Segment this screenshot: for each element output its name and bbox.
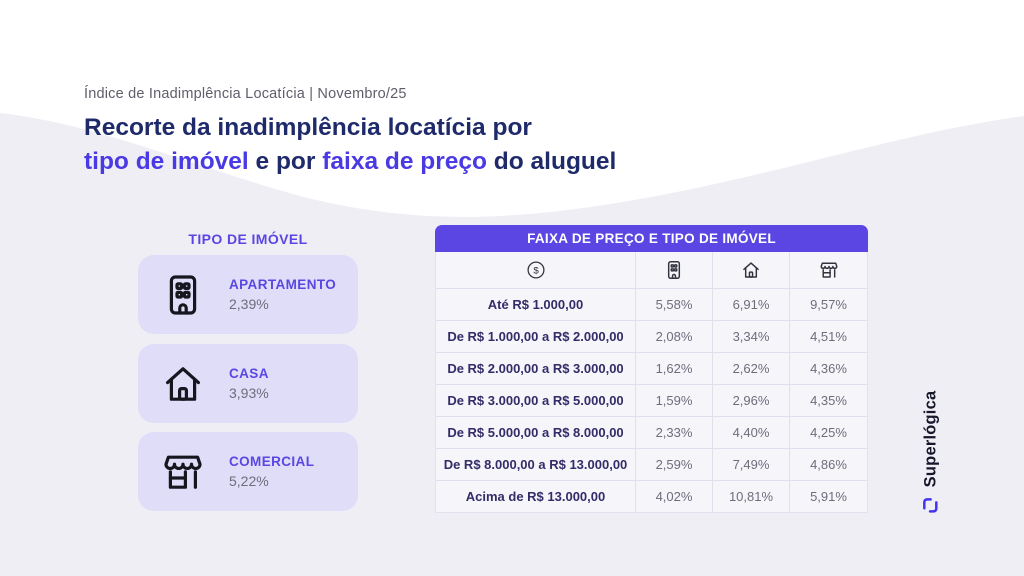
property-card-value: 3,93% bbox=[229, 385, 269, 401]
table-row: De R$ 1.000,00 a R$ 2.000,00 2,08% 3,34%… bbox=[436, 320, 867, 352]
rate-cell-casa: 6,91% bbox=[713, 289, 790, 320]
price-table-title: FAIXA DE PREÇO E TIPO DE IMÓVEL bbox=[435, 225, 868, 252]
property-card-label: COMERCIAL bbox=[229, 454, 315, 469]
property-card-label: CASA bbox=[229, 366, 269, 381]
table-icon-row bbox=[436, 252, 867, 288]
rate-cell-comercial: 4,51% bbox=[810, 329, 847, 344]
table-row: De R$ 8.000,00 a R$ 13.000,00 2,59% 7,49… bbox=[436, 448, 867, 480]
title-seg-faixa-preco: faixa de preço bbox=[322, 148, 487, 175]
property-card-apartamento: APARTAMENTO 2,39% bbox=[138, 255, 358, 334]
table-row: De R$ 5.000,00 a R$ 8.000,00 2,33% 4,40%… bbox=[436, 416, 867, 448]
rate-cell-apartamento: 2,08% bbox=[636, 321, 713, 352]
rate-cell-comercial: 4,86% bbox=[810, 457, 847, 472]
brand-logo: Superlógica bbox=[858, 383, 1003, 523]
property-card-casa: CASA 3,93% bbox=[138, 344, 358, 423]
price-range-cell: De R$ 2.000,00 a R$ 3.000,00 bbox=[436, 353, 636, 384]
rate-cell-apartamento: 5,58% bbox=[636, 289, 713, 320]
table-row: De R$ 2.000,00 a R$ 3.000,00 1,62% 2,62%… bbox=[436, 352, 867, 384]
report-header: Índice de Inadimplência Locatícia | Nove… bbox=[84, 86, 616, 179]
title-seg-do-aluguel: do aluguel bbox=[487, 148, 617, 175]
rate-cell-casa: 7,49% bbox=[713, 449, 790, 480]
rate-cell-comercial: 4,25% bbox=[810, 425, 847, 440]
building-icon bbox=[636, 252, 713, 288]
price-range-cell: De R$ 5.000,00 a R$ 8.000,00 bbox=[436, 417, 636, 448]
rate-cell-casa: 2,62% bbox=[713, 353, 790, 384]
rate-cell-comercial: 9,57% bbox=[810, 297, 847, 312]
superlogica-mark-icon bbox=[923, 498, 938, 513]
property-card-value: 2,39% bbox=[229, 296, 269, 312]
rate-cell-apartamento: 4,02% bbox=[636, 481, 713, 512]
price-table-body: Até R$ 1.000,00 5,58% 6,91% 9,57% De R$ … bbox=[435, 252, 868, 513]
title-line-2: tipo de imóvel e por faixa de preço do a… bbox=[84, 145, 616, 179]
superlogica-wordmark: Superlógica bbox=[920, 390, 939, 488]
price-range-cell: De R$ 3.000,00 a R$ 5.000,00 bbox=[436, 385, 636, 416]
title-line-1: Recorte da inadimplência locatícia por bbox=[84, 114, 532, 141]
property-card-comercial: COMERCIAL 5,22% bbox=[138, 432, 358, 511]
table-row: Acima de R$ 13.000,00 4,02% 10,81% 5,91% bbox=[436, 480, 867, 512]
rate-cell-comercial: 4,35% bbox=[810, 393, 847, 408]
rate-cell-apartamento: 2,59% bbox=[636, 449, 713, 480]
table-row: Até R$ 1.000,00 5,58% 6,91% 9,57% bbox=[436, 288, 867, 320]
rate-cell-casa: 2,96% bbox=[713, 385, 790, 416]
rate-cell-comercial: 5,91% bbox=[810, 489, 847, 504]
house-icon bbox=[713, 252, 790, 288]
page-title: Recorte da inadimplência locatícia por t… bbox=[84, 111, 616, 179]
rate-cell-casa: 3,34% bbox=[713, 321, 790, 352]
property-card-value: 5,22% bbox=[229, 473, 269, 489]
rate-cell-apartamento: 1,59% bbox=[636, 385, 713, 416]
building-icon bbox=[159, 271, 207, 319]
rate-cell-apartamento: 2,33% bbox=[636, 417, 713, 448]
storefront-icon bbox=[159, 448, 207, 496]
price-range-cell: Até R$ 1.000,00 bbox=[436, 289, 636, 320]
title-seg-tipo-imovel: tipo de imóvel bbox=[84, 148, 249, 175]
rate-cell-casa: 4,40% bbox=[713, 417, 790, 448]
property-type-heading: TIPO DE IMÓVEL bbox=[188, 231, 308, 247]
price-range-cell: Acima de R$ 13.000,00 bbox=[436, 481, 636, 512]
dollar-circle-icon bbox=[436, 252, 636, 288]
price-range-cell: De R$ 8.000,00 a R$ 13.000,00 bbox=[436, 449, 636, 480]
table-row: De R$ 3.000,00 a R$ 5.000,00 1,59% 2,96%… bbox=[436, 384, 867, 416]
property-card-label: APARTAMENTO bbox=[229, 277, 337, 292]
report-kicker: Índice de Inadimplência Locatícia | Nove… bbox=[84, 86, 407, 102]
rate-cell-comercial: 4,36% bbox=[810, 361, 847, 376]
rate-cell-apartamento: 1,62% bbox=[636, 353, 713, 384]
price-range-cell: De R$ 1.000,00 a R$ 2.000,00 bbox=[436, 321, 636, 352]
rate-cell-casa: 10,81% bbox=[713, 481, 790, 512]
storefront-icon bbox=[790, 252, 867, 288]
price-table: FAIXA DE PREÇO E TIPO DE IMÓVEL Até R$ 1… bbox=[435, 225, 868, 513]
house-icon bbox=[159, 360, 207, 408]
title-seg-e-por: e por bbox=[248, 148, 323, 175]
